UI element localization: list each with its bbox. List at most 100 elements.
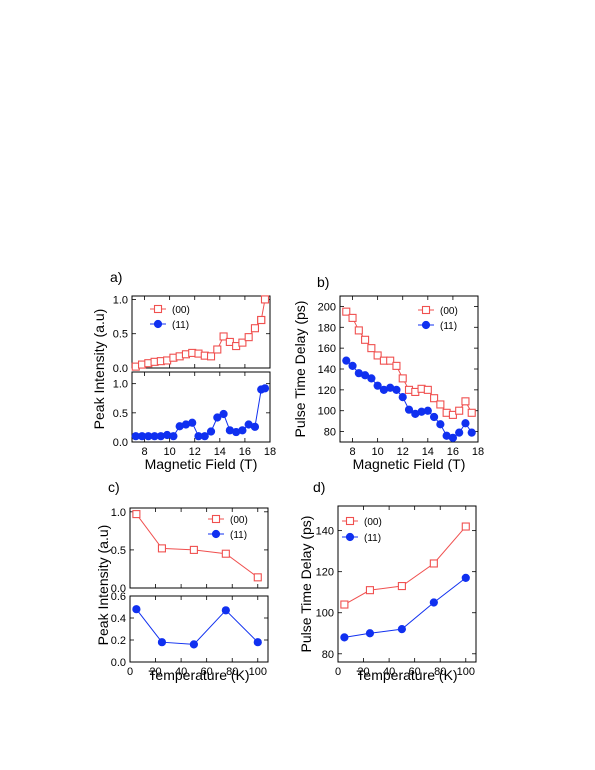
data-point-square-0 — [421, 305, 431, 315]
data-point-square-14 — [219, 332, 228, 341]
y-tick-label: 80 — [324, 427, 336, 439]
data-point-square-4 — [367, 344, 376, 353]
data-point-square-0 — [342, 307, 351, 316]
data-point-circle-1 — [345, 532, 355, 542]
plot-frame — [339, 295, 479, 443]
data-point-circle-9 — [398, 393, 407, 402]
data-point-square-17 — [238, 338, 247, 347]
chart-panel-d: d) 80 100 120 140 0 20 40 60 80 100 (00) (11) Tempera… — [298, 479, 477, 683]
legend-label: (00) — [440, 306, 458, 317]
x-tick-label: 0 — [127, 666, 133, 678]
data-point-circle-11 — [200, 432, 209, 441]
data-point-square-15 — [436, 400, 445, 409]
x-tick-label: 16 — [447, 446, 459, 458]
data-point-circle-8 — [392, 385, 401, 394]
data-point-square-2 — [189, 545, 198, 554]
y-tick-label: 180 — [318, 322, 336, 334]
data-point-square-0 — [211, 514, 221, 524]
data-point-circle-3 — [429, 598, 438, 607]
plot-frame — [129, 595, 269, 663]
y-tick-label: 80 — [322, 649, 334, 661]
x-tick-label: 100 — [457, 666, 475, 678]
data-point-square-7 — [386, 356, 395, 365]
data-point-square-18 — [455, 406, 464, 415]
data-point-square-0 — [132, 510, 141, 519]
data-point-square-13 — [423, 385, 432, 394]
data-point-circle-0 — [342, 356, 351, 365]
data-point-square-13 — [213, 345, 222, 354]
chart-panel-c: c) 0.0 0.5 1.0 0.0 0.2 0.4 0.6 0 20 40 60 80 100 (00) (… — [95, 479, 269, 683]
panel-label: a) — [110, 269, 122, 285]
series-(11)-line — [135, 608, 259, 645]
x-tick-label: 18 — [264, 446, 276, 458]
y-tick-label: 100 — [318, 406, 336, 418]
y-tick-label: 140 — [316, 526, 334, 538]
x-tick-label: 18 — [472, 446, 484, 458]
data-point-circle-1 — [348, 361, 357, 370]
data-point-circle-4 — [461, 573, 470, 582]
data-point-square-2 — [397, 582, 406, 591]
y-tick-label: 120 — [318, 385, 336, 397]
data-point-circle-14 — [429, 412, 439, 422]
data-point-square-20 — [467, 408, 476, 417]
y-tick-label: 0.0 — [111, 657, 126, 669]
data-point-circle-19 — [250, 422, 260, 431]
x-tick-label: 14 — [214, 446, 226, 458]
data-point-circle-1 — [211, 529, 221, 539]
x-tick-label: 40 — [383, 666, 395, 678]
data-point-square-18 — [244, 333, 253, 342]
x-tick-label: 12 — [397, 446, 409, 458]
y-tick-label: 0.0 — [113, 363, 128, 375]
data-point-square-14 — [430, 394, 439, 403]
x-tick-label: 40 — [175, 666, 187, 678]
data-point-circle-2 — [189, 640, 198, 649]
data-point-circle-1 — [421, 320, 431, 330]
data-point-circle-6 — [169, 432, 178, 441]
data-point-circle-17 — [238, 426, 247, 435]
y-tick-label: 0.5 — [111, 545, 126, 557]
x-axis-label: Magnetic Field (T) — [353, 456, 466, 472]
y-tick-label: 1.0 — [113, 294, 128, 306]
data-point-circle-3 — [221, 606, 230, 615]
y-axis-label: Pulse Time Delay (ps) — [298, 516, 314, 653]
chart-panel-b: b) 80 100 120 140 160 180 200 8 10 12 14 16 18 (00) (11… — [292, 274, 484, 472]
data-point-circle-0 — [340, 633, 349, 642]
x-axis-label: Temperature (K) — [148, 667, 249, 683]
y-tick-label: 0.6 — [111, 591, 126, 603]
data-point-circle-18 — [455, 428, 464, 437]
data-point-circle-12 — [206, 427, 216, 436]
x-tick-label: 60 — [201, 666, 213, 678]
y-tick-label: 0.2 — [111, 635, 126, 647]
y-tick-label: 1.0 — [111, 507, 126, 519]
y-tick-label: 140 — [318, 364, 336, 376]
x-axis-label: Temperature (K) — [356, 667, 457, 683]
data-point-square-4 — [253, 573, 262, 582]
x-tick-label: 80 — [226, 666, 238, 678]
data-point-square-3 — [361, 335, 370, 344]
x-tick-label: 10 — [372, 446, 384, 458]
data-point-square-1 — [157, 544, 166, 553]
data-point-square-1 — [365, 586, 374, 595]
y-tick-label: 160 — [318, 343, 336, 355]
x-tick-label: 20 — [149, 666, 161, 678]
data-point-square-2 — [354, 326, 363, 335]
data-point-square-1 — [348, 313, 357, 322]
data-point-circle-2 — [397, 625, 406, 634]
panel-label: c) — [108, 479, 120, 495]
data-point-square-0 — [257, 315, 266, 325]
legend-label: (11) — [230, 530, 247, 541]
data-point-circle-4 — [367, 374, 376, 383]
legend-label: (00) — [364, 517, 382, 528]
data-point-circle-0 — [132, 605, 141, 614]
x-tick-label: 16 — [239, 446, 251, 458]
data-point-circle-13 — [213, 413, 222, 422]
y-tick-label: 0.0 — [113, 437, 128, 449]
y-tick-label: 120 — [316, 567, 334, 579]
legend-label: (00) — [172, 305, 190, 316]
data-point-circle-20 — [467, 428, 476, 437]
plot-frame — [337, 505, 477, 663]
data-point-square-19 — [461, 397, 470, 406]
x-tick-label: 8 — [141, 446, 147, 458]
x-tick-label: 12 — [189, 446, 201, 458]
